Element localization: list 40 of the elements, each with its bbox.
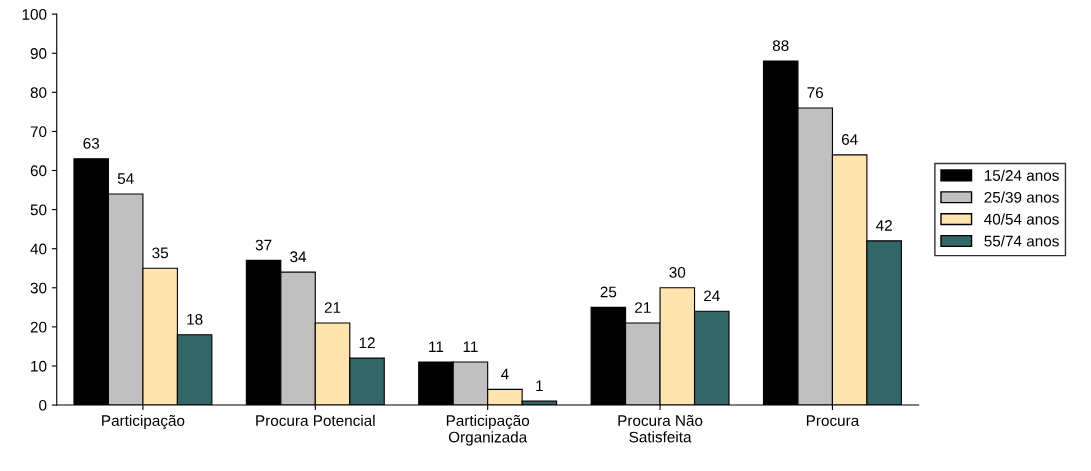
- data-label: 34: [290, 251, 307, 263]
- legend-label: 40/54 anos: [984, 213, 1059, 225]
- data-label: 63: [83, 137, 100, 149]
- x-tick-label: Participação Organizada: [446, 414, 530, 446]
- y-tick-label: 30: [30, 282, 47, 294]
- data-label: 12: [359, 337, 375, 349]
- y-tick-label: 100: [22, 9, 47, 20]
- data-label: 42: [876, 220, 892, 231]
- y-tick-label: 10: [31, 360, 47, 372]
- x-tick-label: Procura: [806, 415, 860, 426]
- data-label: 54: [117, 173, 134, 184]
- data-label: 35: [152, 247, 169, 259]
- y-tick-label: 60: [30, 165, 47, 177]
- data-label: 4: [501, 368, 509, 380]
- y-tick-label: 70: [30, 126, 47, 138]
- data-label: 1: [536, 380, 543, 392]
- data-label: 21: [635, 302, 651, 313]
- data-label: 11: [429, 341, 444, 352]
- data-label: 76: [807, 87, 824, 98]
- y-tick-label: 50: [30, 204, 47, 216]
- data-label: 88: [772, 40, 789, 52]
- y-tick-label: 80: [30, 87, 47, 98]
- data-label: 37: [255, 239, 272, 251]
- y-tick-label: 90: [30, 48, 47, 59]
- y-tick-label: 20: [30, 321, 47, 333]
- legend-label: 55/74 anos: [984, 235, 1059, 247]
- data-label: 21: [324, 302, 341, 313]
- data-label: 11: [463, 341, 478, 352]
- data-label: 18: [187, 313, 203, 325]
- y-tick-label: 40: [30, 243, 47, 255]
- x-tick-label: Participação: [102, 414, 185, 430]
- data-label: 64: [841, 134, 858, 145]
- x-tick-label: Procura Não Satisfeita: [618, 414, 703, 443]
- x-tick-label: Procura Potencial: [256, 414, 375, 426]
- data-label: 30: [669, 267, 686, 278]
- y-tick-label: 0: [39, 399, 47, 411]
- data-label: 24: [704, 290, 720, 302]
- legend-label: 25/39 anos: [984, 191, 1059, 203]
- legend-label: 15/24 anos: [984, 169, 1059, 181]
- data-label: 25: [600, 286, 617, 298]
